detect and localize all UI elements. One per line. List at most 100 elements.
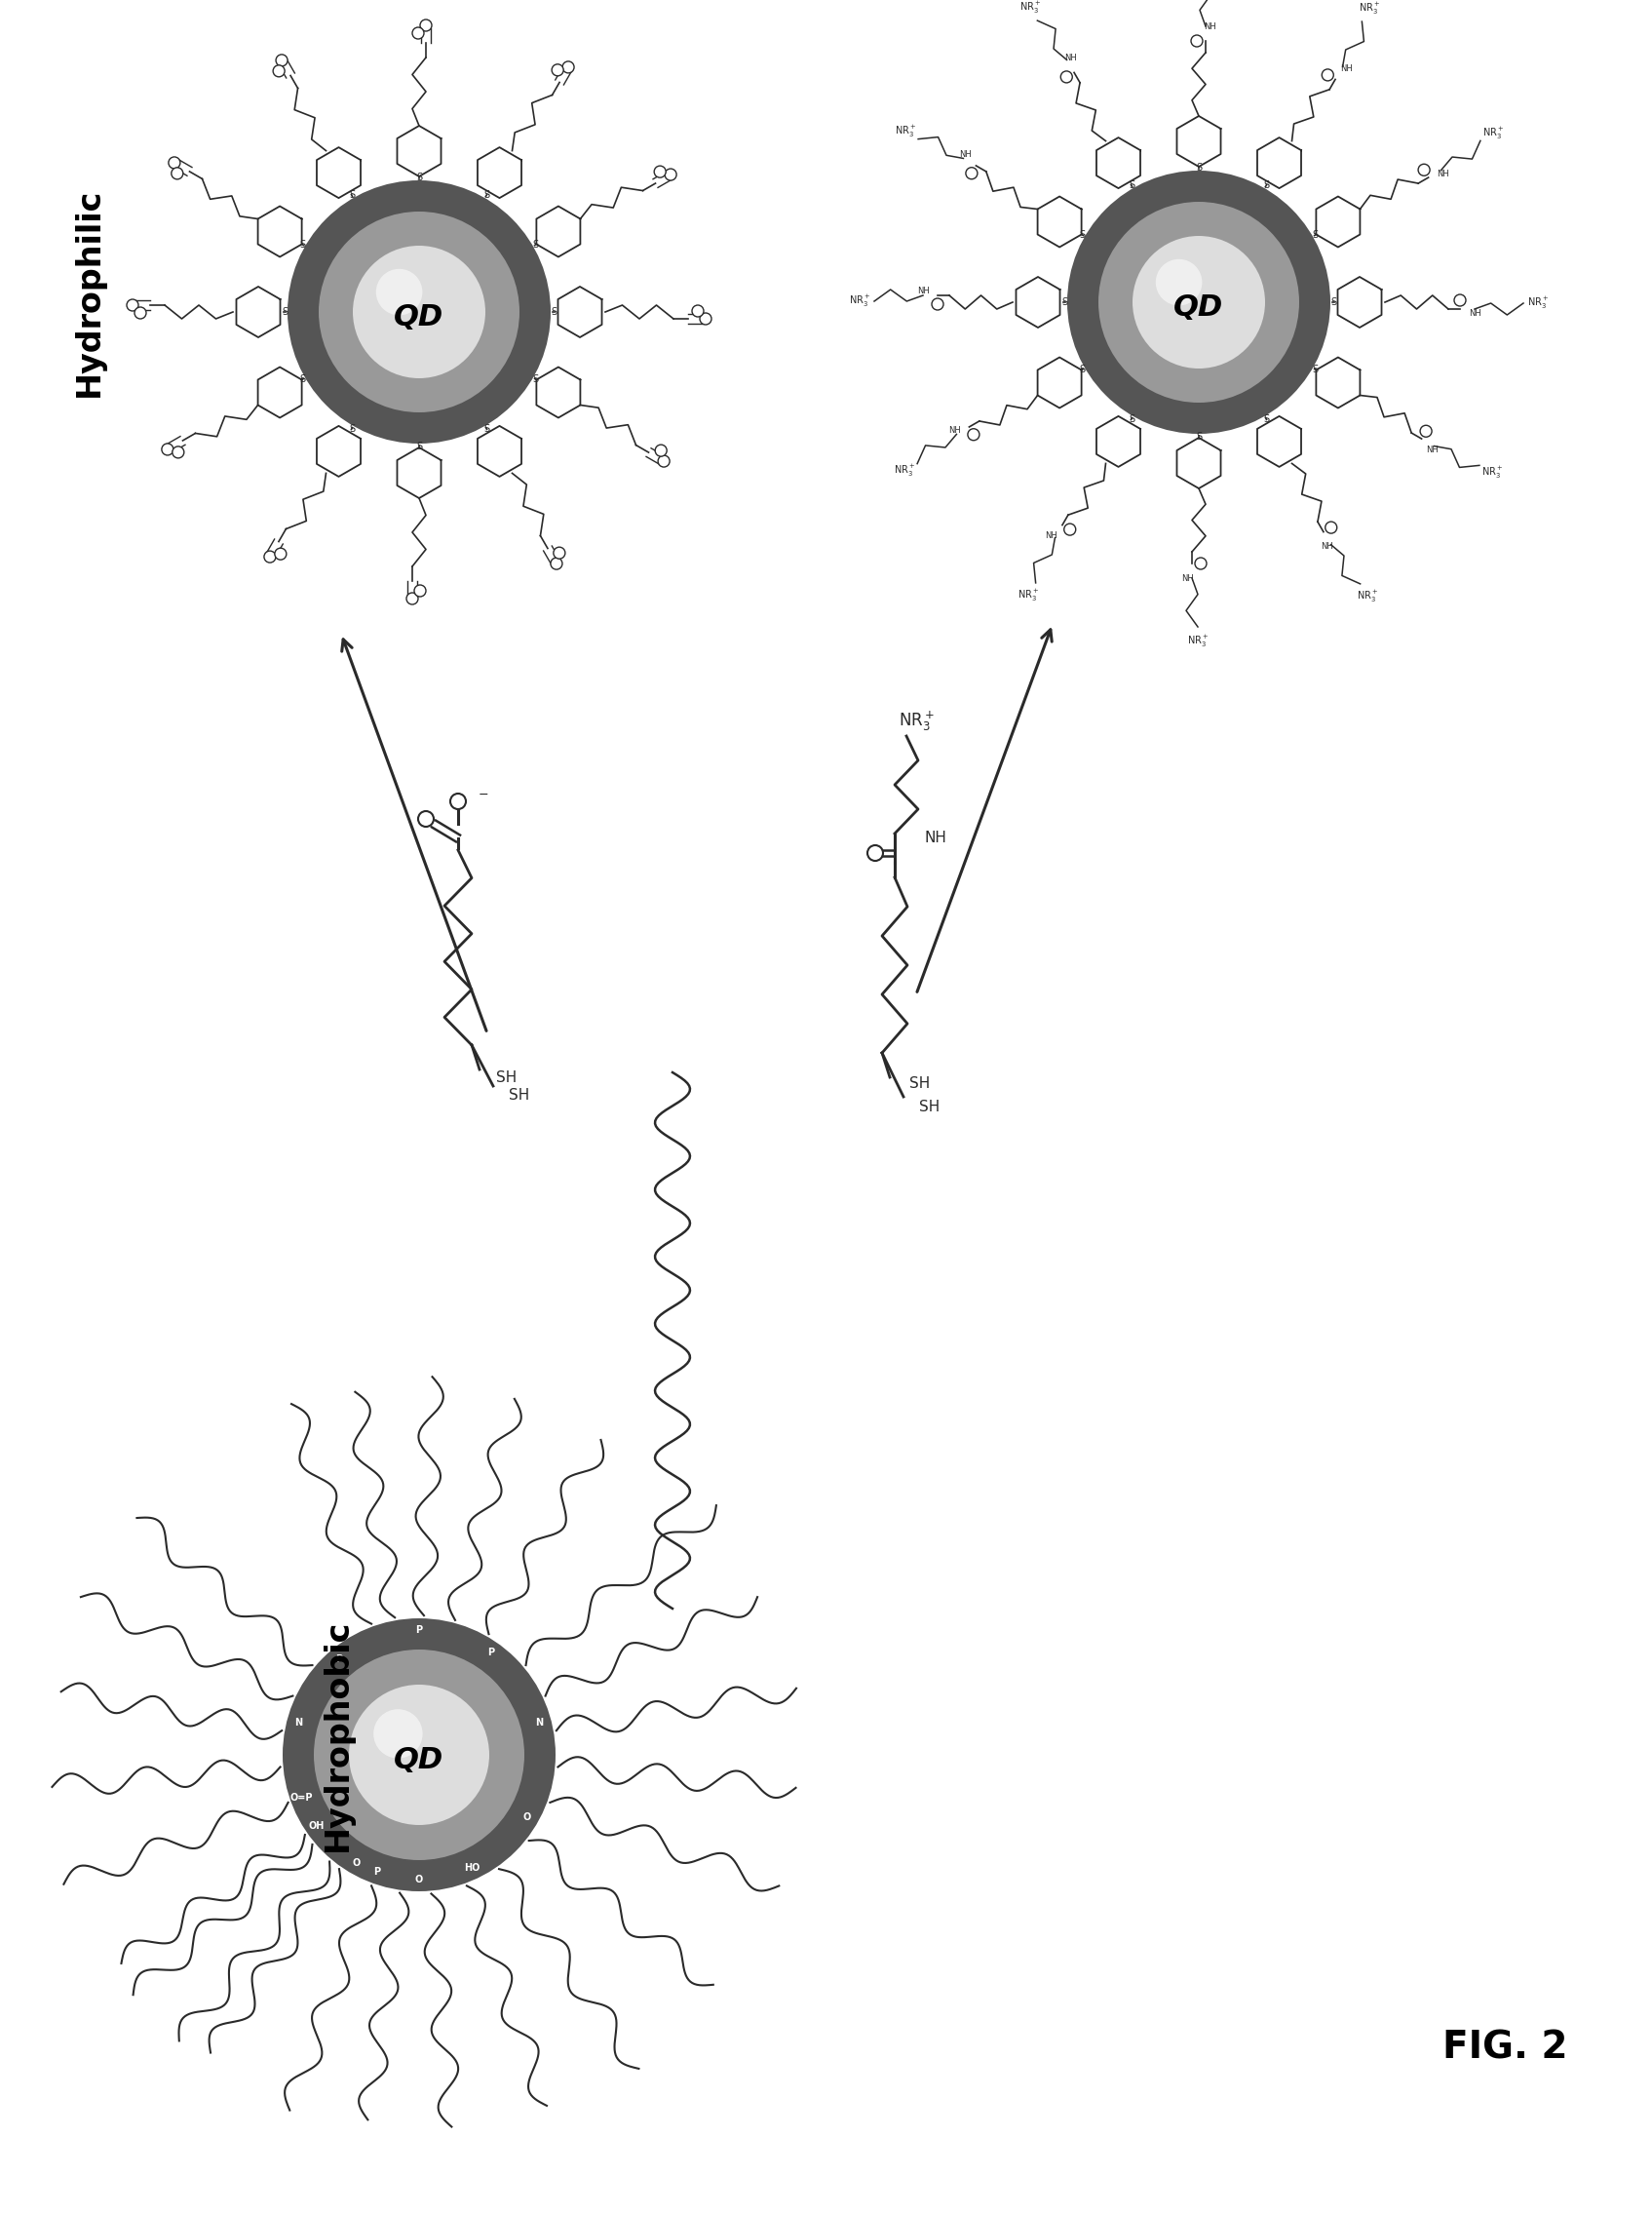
Text: NH: NH (1046, 531, 1057, 540)
Circle shape (420, 20, 431, 31)
Circle shape (562, 62, 575, 73)
Text: $\rm NR_3^+$: $\rm NR_3^+$ (1186, 633, 1209, 649)
Text: $\rm NR_3^+$: $\rm NR_3^+$ (849, 294, 871, 310)
Circle shape (169, 157, 180, 168)
Circle shape (1191, 35, 1203, 46)
Text: S: S (484, 423, 489, 434)
Text: Hydrophilic: Hydrophilic (73, 188, 106, 396)
Text: NH: NH (1426, 445, 1439, 454)
Circle shape (867, 846, 884, 861)
Text: SH: SH (509, 1089, 530, 1103)
Circle shape (314, 1649, 524, 1860)
Text: S: S (532, 374, 539, 383)
Text: S: S (1079, 230, 1085, 239)
Text: $\rm NR_3^+$: $\rm NR_3^+$ (1356, 589, 1378, 604)
Text: NH: NH (1204, 22, 1216, 31)
Text: $\rm NR_3^+$: $\rm NR_3^+$ (1358, 0, 1379, 18)
Text: $\rm NR_3^+$: $\rm NR_3^+$ (894, 463, 915, 478)
Circle shape (354, 246, 486, 379)
Circle shape (273, 64, 284, 77)
Circle shape (552, 64, 563, 75)
Text: S: S (1128, 182, 1135, 190)
Text: QD: QD (395, 1745, 444, 1773)
Text: S: S (349, 190, 355, 199)
Text: HO: HO (464, 1862, 479, 1873)
Text: O: O (524, 1813, 532, 1822)
Text: S: S (1312, 365, 1318, 374)
Circle shape (932, 299, 943, 310)
Text: S: S (299, 374, 306, 383)
Circle shape (172, 168, 183, 179)
Text: S: S (1312, 230, 1318, 239)
Circle shape (553, 547, 565, 558)
Text: S: S (1079, 365, 1085, 374)
Text: $\rm NR_3^+$: $\rm NR_3^+$ (1019, 0, 1041, 15)
Circle shape (418, 810, 434, 826)
Text: S: S (532, 239, 539, 250)
Circle shape (657, 456, 669, 467)
Text: P: P (335, 1654, 342, 1665)
Circle shape (319, 213, 519, 412)
Text: NH: NH (1322, 542, 1333, 551)
Circle shape (1194, 558, 1206, 569)
Circle shape (1156, 259, 1203, 306)
Text: QD: QD (1175, 292, 1224, 321)
Circle shape (1061, 71, 1072, 82)
Circle shape (172, 447, 183, 458)
Text: S: S (416, 441, 421, 452)
Text: FIG. 2: FIG. 2 (1442, 2028, 1568, 2066)
Circle shape (654, 166, 666, 177)
Circle shape (415, 584, 426, 596)
Text: S: S (1330, 297, 1336, 308)
Circle shape (968, 430, 980, 441)
Circle shape (274, 549, 286, 560)
Text: $\rm NR_3^+$: $\rm NR_3^+$ (899, 708, 933, 733)
Circle shape (349, 1685, 489, 1824)
Text: $\rm NR_3^+$: $\rm NR_3^+$ (1482, 465, 1503, 480)
Text: OH: OH (309, 1822, 325, 1831)
Text: NH: NH (960, 151, 971, 159)
Text: S: S (1196, 164, 1201, 173)
Circle shape (1322, 69, 1333, 82)
Circle shape (264, 551, 276, 562)
Text: $\rm NR_3^+$: $\rm NR_3^+$ (1018, 587, 1039, 604)
Text: N: N (535, 1718, 544, 1727)
Circle shape (1325, 523, 1336, 534)
Text: N: N (294, 1718, 302, 1727)
Circle shape (1064, 525, 1075, 536)
Text: NH: NH (1469, 310, 1480, 319)
Circle shape (1099, 201, 1298, 403)
Text: QD: QD (395, 303, 444, 330)
Text: O: O (352, 1858, 360, 1869)
Circle shape (664, 168, 677, 179)
Text: $\rm NR_3^+$: $\rm NR_3^+$ (895, 124, 917, 139)
Text: NH: NH (1064, 53, 1077, 62)
Text: NH: NH (1181, 573, 1194, 582)
Text: S: S (416, 173, 421, 182)
Circle shape (413, 27, 425, 40)
Circle shape (1454, 294, 1465, 306)
Circle shape (373, 1709, 423, 1758)
Text: S: S (484, 190, 489, 199)
Text: S: S (1264, 182, 1269, 190)
Text: NH: NH (948, 425, 960, 434)
Text: NH: NH (1437, 170, 1449, 179)
Circle shape (1133, 237, 1265, 368)
Circle shape (1417, 164, 1431, 175)
Circle shape (1421, 425, 1432, 436)
Circle shape (276, 55, 287, 66)
Circle shape (406, 593, 418, 604)
Circle shape (692, 306, 704, 317)
Text: NH: NH (923, 830, 947, 846)
Text: S: S (281, 308, 287, 317)
Circle shape (134, 308, 145, 319)
Text: SH: SH (909, 1076, 930, 1092)
Text: S: S (349, 423, 355, 434)
Circle shape (127, 299, 139, 310)
Text: SH: SH (919, 1098, 940, 1114)
Text: S: S (1128, 414, 1135, 423)
Text: O=P: O=P (291, 1793, 314, 1802)
Text: NH: NH (917, 286, 928, 294)
Text: S: S (1264, 414, 1269, 423)
Circle shape (287, 179, 550, 443)
